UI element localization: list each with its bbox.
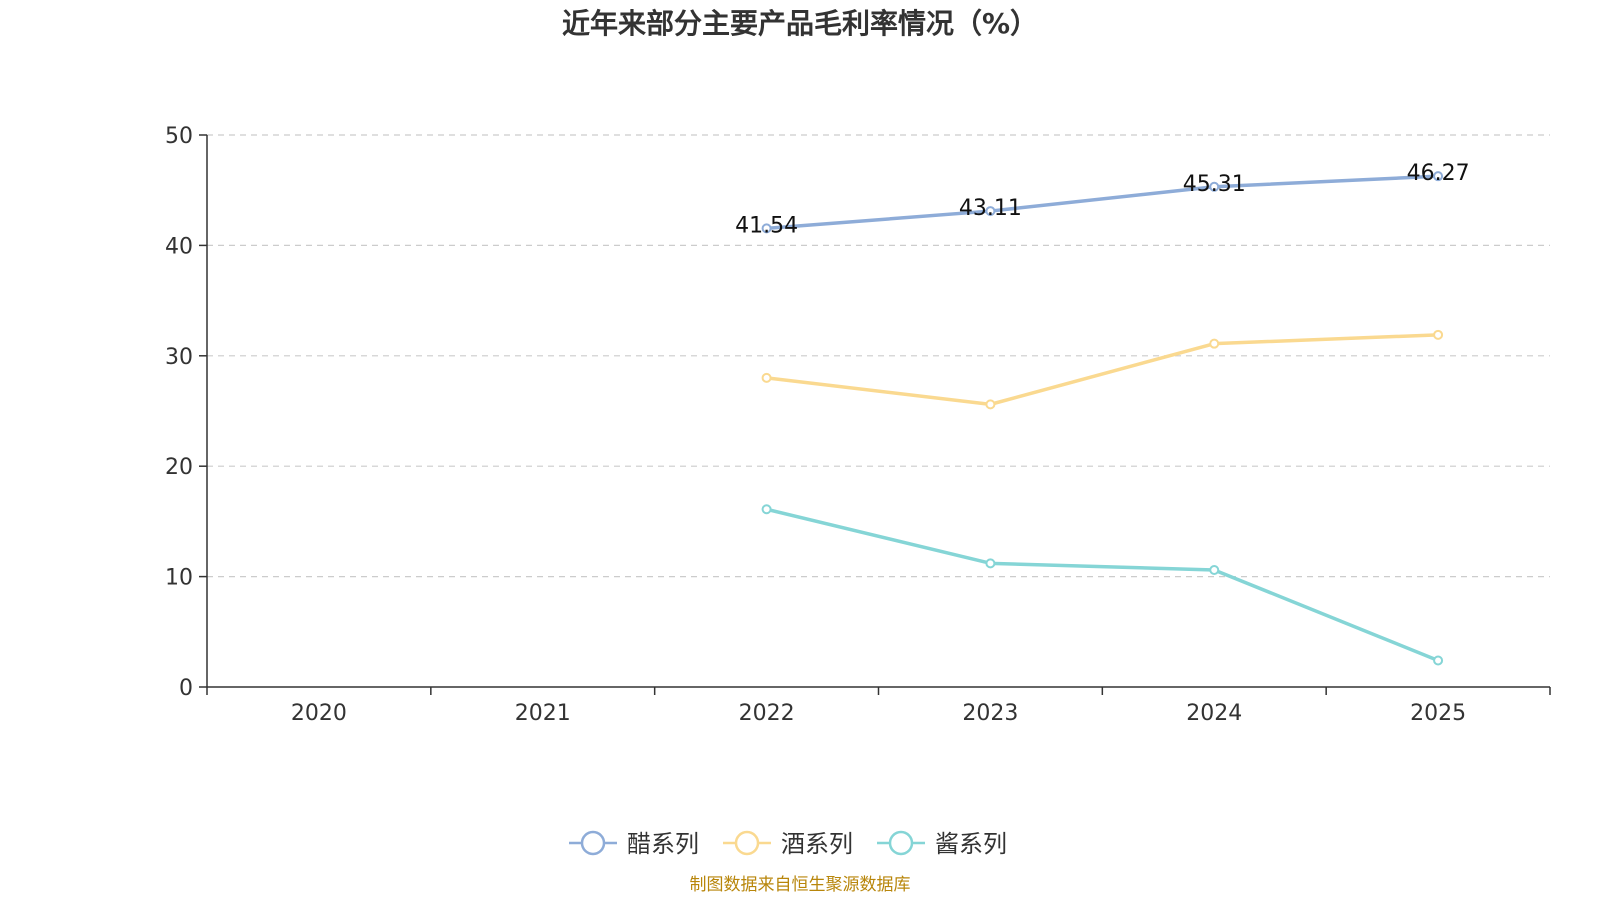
series-line <box>764 507 1440 663</box>
data-labels: 41.54 43.11 45.31 46.27 <box>735 161 1469 238</box>
data-point <box>761 372 772 383</box>
data-point <box>761 223 772 234</box>
x-tick-label: 2025 <box>1410 701 1466 726</box>
x-tick-label: 2024 <box>1186 701 1242 726</box>
legend-label: 酱系列 <box>935 830 1007 858</box>
series-line <box>764 333 1440 407</box>
y-tick-label: 20 <box>165 455 193 480</box>
legend-label: 酒系列 <box>781 830 853 858</box>
data-point <box>1433 655 1444 666</box>
y-tick-label: 10 <box>165 566 193 591</box>
data-label: 45.31 <box>1183 172 1246 197</box>
legend-label: 醋系列 <box>627 830 699 858</box>
axes: 0 10 20 30 40 50 2020 2021 2022 2023 2024 2025 <box>165 124 1551 726</box>
y-tick-label: 0 <box>179 676 193 701</box>
series-lines <box>761 171 1444 666</box>
series-line <box>764 174 1440 231</box>
x-tick-label: 2022 <box>739 701 795 726</box>
y-tick-label: 50 <box>165 124 193 149</box>
y-tick-label: 40 <box>165 234 193 259</box>
data-point <box>985 206 996 217</box>
data-label: 41.54 <box>735 213 798 238</box>
legend-marker-icon <box>580 830 606 856</box>
data-label: 43.11 <box>959 196 1022 221</box>
source-note: 制图数据来自恒生聚源数据库 <box>689 875 911 895</box>
legend-item[interactable]: 酱系列 <box>877 830 1007 858</box>
data-point <box>985 558 996 569</box>
data-point <box>985 399 996 410</box>
data-point <box>1209 564 1220 575</box>
y-tick-label: 30 <box>165 345 193 370</box>
data-point <box>761 504 772 515</box>
data-point <box>1433 329 1444 340</box>
legend-item[interactable]: 醋系列 <box>569 830 699 858</box>
x-tick-label: 2023 <box>962 701 1018 726</box>
data-label: 46.27 <box>1407 161 1470 186</box>
data-point <box>1433 171 1444 182</box>
chart-title: 近年来部分主要产品毛利率情况（%） <box>561 7 1039 40</box>
x-tick-label: 2021 <box>515 701 571 726</box>
data-point <box>1209 181 1220 192</box>
legend-item[interactable]: 酒系列 <box>723 830 853 858</box>
gridlines <box>207 134 1550 578</box>
x-tick-label: 2020 <box>291 701 347 726</box>
legend[interactable]: 醋系列 酒系列 酱系列 <box>569 830 1007 858</box>
data-point <box>1209 338 1220 349</box>
legend-marker-icon <box>734 830 760 856</box>
legend-marker-icon <box>888 830 914 856</box>
